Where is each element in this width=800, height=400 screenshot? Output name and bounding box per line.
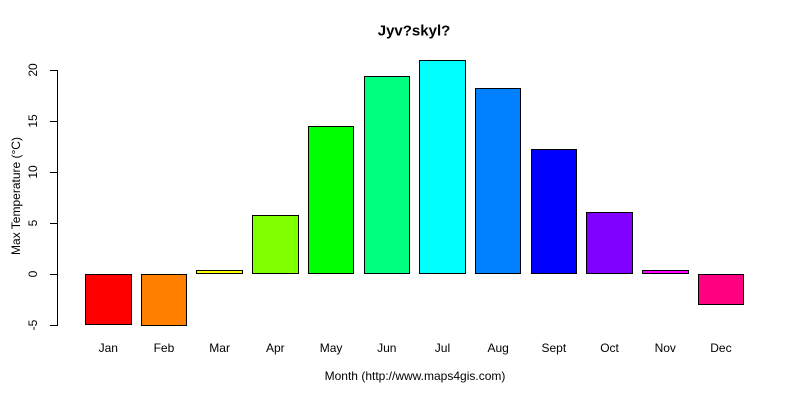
y-axis-title: Max Temperature (°C) [9, 137, 23, 255]
bar-jan [85, 274, 132, 325]
bar-oct [586, 211, 633, 274]
bar-nov [642, 269, 689, 274]
bar-aug [474, 88, 522, 274]
x-axis-title: Month (http://www.maps4gis.com) [324, 369, 506, 383]
x-label-jun: Jun [377, 341, 397, 355]
x-label-jul: Jul [434, 341, 451, 355]
y-tick-label: 20 [26, 63, 40, 77]
y-tick-label: 0 [26, 270, 40, 278]
bar-sept [530, 148, 578, 274]
y-axis-tick [50, 69, 57, 71]
y-axis-tick [50, 120, 57, 122]
bar-apr [252, 214, 299, 274]
y-axis-tick [50, 273, 57, 275]
y-axis-tick [50, 171, 57, 173]
x-label-jan: Jan [98, 341, 118, 355]
bar-jul [419, 59, 466, 274]
bar-may [307, 126, 355, 274]
y-axis-tick [50, 222, 57, 224]
x-label-oct: Oct [600, 341, 619, 355]
bar-jun [363, 76, 410, 274]
bar-dec [697, 274, 745, 305]
x-label-apr: Apr [266, 341, 285, 355]
x-label-feb: Feb [153, 341, 175, 355]
y-tick-label: 15 [26, 114, 40, 128]
bar-mar [196, 269, 243, 274]
x-label-nov: Nov [654, 341, 676, 355]
x-label-may: May [319, 341, 343, 355]
x-label-mar: Mar [209, 341, 230, 355]
x-label-sept: Sept [541, 341, 567, 355]
bar-feb [140, 274, 188, 327]
x-label-aug: Aug [487, 341, 509, 355]
y-tick-label: 10 [26, 165, 40, 179]
chart-title: Jyv?skyl? [377, 22, 451, 40]
y-axis-tick [50, 324, 57, 326]
x-label-dec: Dec [710, 341, 732, 355]
y-tick-label: 5 [26, 219, 40, 227]
y-axis-line [57, 70, 58, 326]
y-tick-label: -5 [26, 319, 40, 331]
